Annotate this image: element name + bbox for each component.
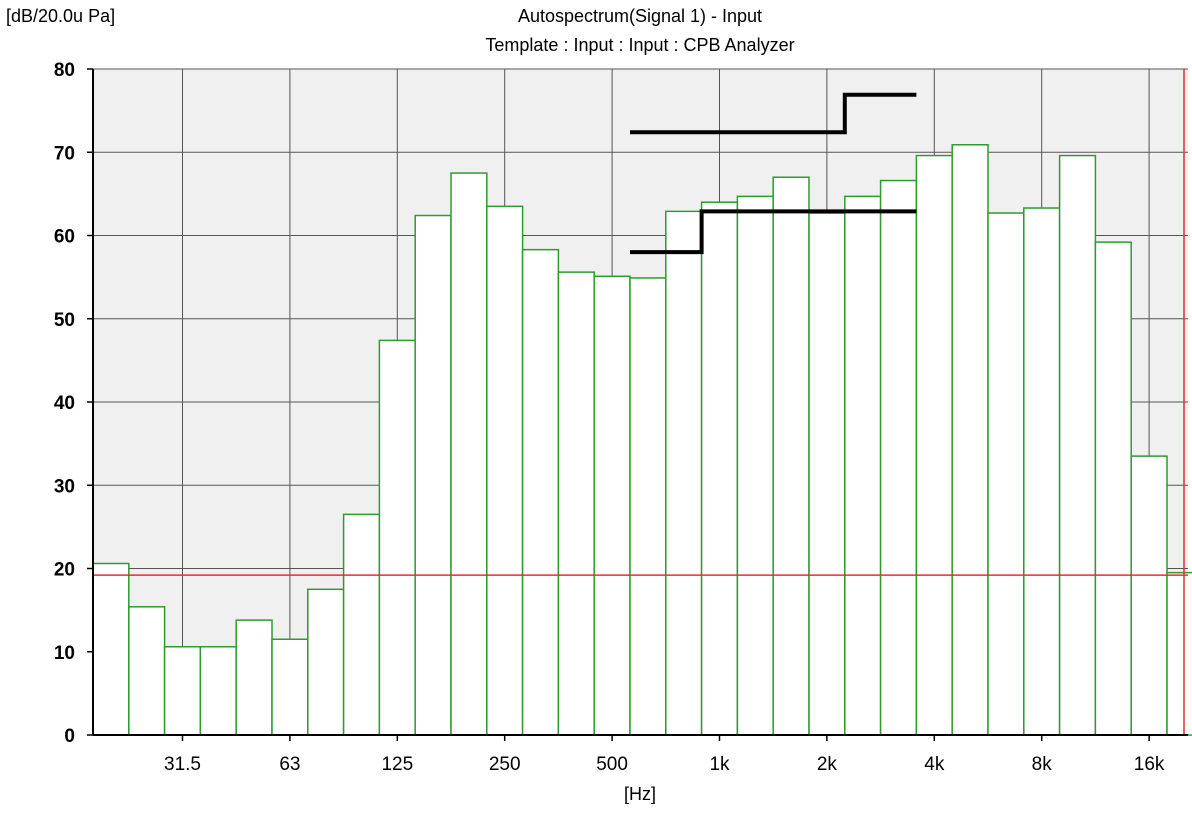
bar-1.6k	[772, 176, 810, 736]
y-axis-label: [dB/20.0u Pa]	[6, 6, 115, 26]
bar-63	[271, 638, 309, 736]
bar-500	[593, 275, 631, 736]
bar-50	[235, 619, 273, 736]
x-tick-label: 2k	[817, 754, 838, 775]
limit-lines	[630, 92, 917, 255]
bar-630	[629, 277, 667, 736]
bar-3.15k	[879, 179, 918, 736]
x-tick-label: 8k	[1032, 754, 1053, 775]
x-tick-label: 16k	[1134, 754, 1165, 775]
tick-labels: 0 10 20 30 40 50 60 70 80 31.5 63 125 250 500 1k 2k 4k 8k…	[54, 60, 1165, 775]
bar-100	[342, 513, 381, 736]
bar-20k	[1166, 571, 1192, 736]
y-tick-label: 50	[54, 310, 75, 331]
bar-8k	[1023, 207, 1061, 736]
bar-6.3k	[987, 212, 1025, 736]
bar-40	[199, 646, 237, 736]
bar-25	[128, 606, 166, 736]
bar-31.5	[163, 646, 202, 736]
bar-315	[521, 248, 560, 736]
bar-200	[450, 172, 488, 736]
y-tick-label: 20	[54, 560, 75, 581]
y-tick-label: 40	[54, 393, 75, 414]
x-tick-label: 500	[596, 754, 628, 775]
x-tick-label: 125	[381, 754, 413, 775]
bar-12.5k	[1094, 241, 1132, 736]
bar-2.5k	[844, 195, 882, 736]
y-tick-label: 0	[64, 726, 75, 747]
reference-lines	[93, 69, 1188, 735]
bar-20	[92, 562, 130, 736]
bar-160	[414, 214, 452, 736]
bar-2k	[808, 212, 846, 736]
x-axis-label: [Hz]	[624, 784, 656, 804]
chart-title: Autospectrum(Signal 1) - Input	[518, 6, 762, 26]
y-tick-label: 30	[54, 476, 75, 497]
bar-16k	[1130, 455, 1168, 736]
bar-5k	[951, 144, 989, 736]
bars	[92, 144, 1192, 736]
chart-subtitle: Template : Input : Input : CPB Analyzer	[485, 35, 794, 55]
bar-1.25k	[736, 195, 774, 736]
bar-125	[378, 339, 416, 736]
bar-250	[486, 205, 524, 736]
bar-1k	[700, 201, 739, 736]
x-tick-label: 31.5	[164, 754, 201, 775]
x-tick-label: 4k	[924, 754, 945, 775]
limit-line-2	[630, 209, 917, 255]
x-tick-label: 250	[489, 754, 521, 775]
bar-80	[307, 588, 345, 736]
y-tick-label: 80	[54, 60, 75, 81]
x-tick-label: 63	[279, 754, 300, 775]
y-tick-label: 70	[54, 143, 75, 164]
bar-800	[665, 210, 703, 736]
bar-400	[557, 271, 595, 736]
y-tick-label: 10	[54, 643, 75, 664]
bar-10k	[1058, 154, 1097, 736]
bar-4k	[915, 154, 953, 736]
limit-line-1	[630, 92, 917, 135]
x-tick-label: 1k	[709, 754, 730, 775]
y-tick-label: 60	[54, 227, 75, 248]
